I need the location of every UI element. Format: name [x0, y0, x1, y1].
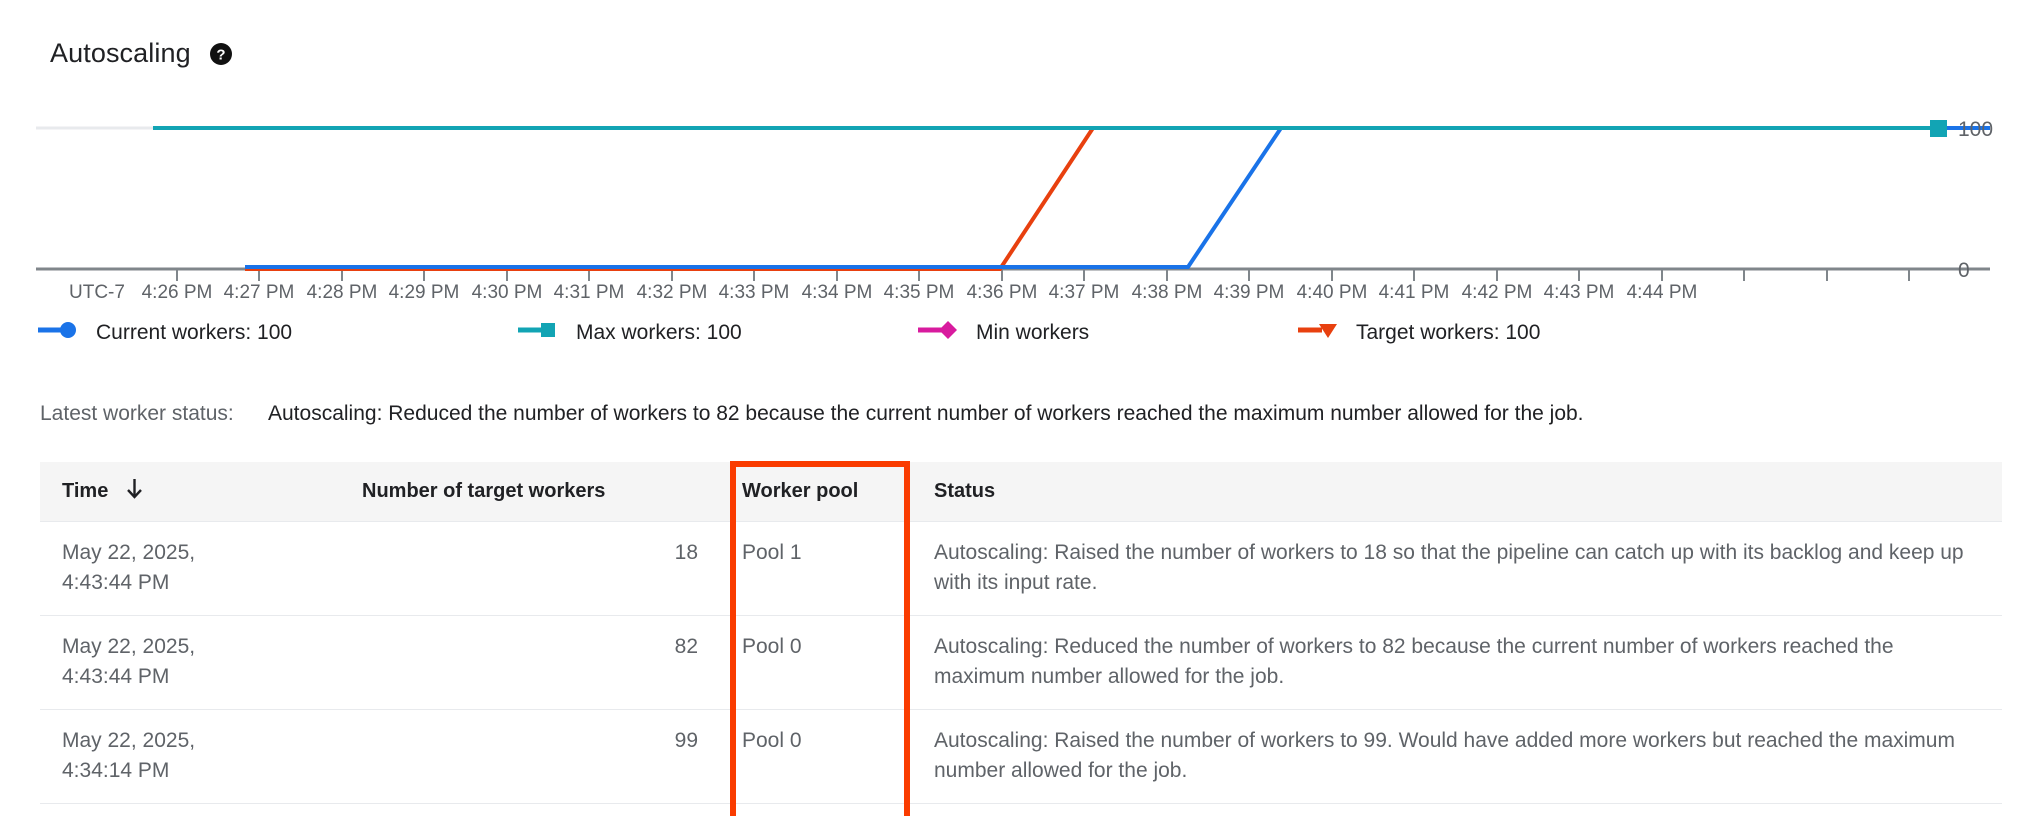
- svg-text:4:28 PM: 4:28 PM: [307, 282, 378, 303]
- y-axis-label-top: 100: [1958, 118, 1993, 141]
- legend-label-max-workers: Max workers: 100: [576, 321, 742, 344]
- table-row[interactable]: May 22, 2025, 4:43:44 PM 18 Pool 1 Autos…: [40, 521, 2002, 616]
- cell-time-date: May 22, 2025,: [62, 634, 196, 658]
- legend-label-current-workers: Current workers: 100: [96, 321, 293, 344]
- legend-item-max-workers[interactable]: Max workers: 100: [516, 320, 916, 346]
- svg-text:4:30 PM: 4:30 PM: [472, 282, 543, 303]
- svg-text:4:42 PM: 4:42 PM: [1462, 282, 1533, 303]
- worker-status-table: Time Number of target workers Worker poo…: [40, 462, 2002, 804]
- svg-text:4:32 PM: 4:32 PM: [637, 282, 708, 303]
- cell-time-date: May 22, 2025,: [62, 728, 196, 752]
- x-axis-tick-labels: UTC-7 4:26 PM 4:27 PM 4:28 PM 4:29 PM 4:…: [69, 282, 1697, 303]
- column-header-status[interactable]: Status: [912, 462, 2002, 522]
- svg-text:4:39 PM: 4:39 PM: [1214, 282, 1285, 303]
- column-header-number-of-target-workers[interactable]: Number of target workers: [340, 462, 720, 522]
- svg-text:4:37 PM: 4:37 PM: [1049, 282, 1120, 303]
- cell-time: May 22, 2025, 4:34:14 PM: [40, 709, 340, 804]
- cell-time-clock: 4:43:44 PM: [62, 571, 170, 595]
- cell-status: Autoscaling: Raised the number of worker…: [912, 709, 2002, 804]
- arrow-down-icon[interactable]: [126, 478, 143, 505]
- svg-text:4:41 PM: 4:41 PM: [1379, 282, 1450, 303]
- cell-time-clock: 4:43:44 PM: [62, 665, 170, 689]
- legend-label-min-workers: Min workers: [976, 321, 1090, 344]
- chart-legend: Current workers: 100 Max workers: 100 Mi…: [36, 316, 1836, 350]
- panel-header: Autoscaling ?: [50, 38, 233, 69]
- column-header-worker-pool[interactable]: Worker pool: [720, 462, 912, 522]
- column-header-time[interactable]: Time: [40, 462, 340, 522]
- cell-target-workers: 18: [340, 521, 720, 616]
- y-axis-label-bottom: 0: [1958, 259, 1970, 282]
- cell-time: May 22, 2025, 4:43:44 PM: [40, 521, 340, 616]
- legend-item-current-workers[interactable]: Current workers: 100: [36, 320, 516, 346]
- legend-item-target-workers[interactable]: Target workers: 100: [1296, 320, 1540, 346]
- legend-marker-triangle-down-icon: [1296, 320, 1342, 346]
- svg-text:4:33 PM: 4:33 PM: [719, 282, 790, 303]
- cell-time: May 22, 2025, 4:43:44 PM: [40, 615, 340, 710]
- legend-item-min-workers[interactable]: Min workers: [916, 320, 1296, 346]
- cell-worker-pool: Pool 1: [720, 521, 912, 616]
- legend-marker-diamond-icon: [916, 320, 962, 346]
- svg-text:4:40 PM: 4:40 PM: [1297, 282, 1368, 303]
- autoscaling-chart[interactable]: 100 0 UTC-7 4:26 PM 4:27 PM 4:28 PM 4:29…: [0, 100, 2040, 310]
- svg-text:UTC-7: UTC-7: [69, 282, 125, 303]
- cell-status: Autoscaling: Reduced the number of worke…: [912, 615, 2002, 710]
- svg-text:4:27 PM: 4:27 PM: [224, 282, 295, 303]
- svg-text:4:36 PM: 4:36 PM: [967, 282, 1038, 303]
- page-title: Autoscaling: [50, 38, 191, 68]
- cell-target-workers: 99: [340, 709, 720, 804]
- x-axis-ticks: [176, 269, 1910, 281]
- cell-target-workers: 82: [340, 615, 720, 710]
- cell-worker-pool: Pool 0: [720, 615, 912, 710]
- svg-text:4:31 PM: 4:31 PM: [554, 282, 625, 303]
- legend-marker-circle-icon: [36, 320, 82, 346]
- help-circle-icon[interactable]: ?: [209, 42, 233, 66]
- svg-text:4:35 PM: 4:35 PM: [884, 282, 955, 303]
- column-header-time-label: Time: [62, 480, 109, 502]
- cell-status: Autoscaling: Raised the number of worker…: [912, 521, 2002, 616]
- cell-time-date: May 22, 2025,: [62, 541, 196, 564]
- table-header-row: Time Number of target workers Worker poo…: [40, 462, 2002, 522]
- svg-text:4:38 PM: 4:38 PM: [1132, 282, 1203, 303]
- max-workers-endpoint-marker: [1930, 120, 1947, 137]
- svg-text:4:29 PM: 4:29 PM: [389, 282, 460, 303]
- legend-label-target-workers: Target workers: 100: [1356, 321, 1541, 344]
- svg-text:4:26 PM: 4:26 PM: [142, 282, 213, 303]
- table-row[interactable]: May 22, 2025, 4:34:14 PM 99 Pool 0 Autos…: [40, 709, 2002, 804]
- latest-worker-status-label: Latest worker status:: [40, 402, 234, 425]
- svg-text:4:44 PM: 4:44 PM: [1627, 282, 1698, 303]
- latest-worker-status: Latest worker status: Autoscaling: Reduc…: [40, 402, 1584, 426]
- table-row[interactable]: May 22, 2025, 4:43:44 PM 82 Pool 0 Autos…: [40, 615, 2002, 710]
- legend-marker-square-icon: [516, 320, 562, 346]
- cell-worker-pool: Pool 0: [720, 709, 912, 804]
- cell-time-clock: 4:34:14 PM: [62, 759, 170, 783]
- latest-worker-status-value: Autoscaling: Reduced the number of worke…: [268, 402, 1584, 425]
- series-line-target-workers: [245, 126, 1990, 271]
- svg-text:4:34 PM: 4:34 PM: [802, 282, 873, 303]
- svg-text:?: ?: [216, 46, 225, 63]
- series-line-current-workers: [245, 126, 1990, 269]
- svg-text:4:43 PM: 4:43 PM: [1544, 282, 1615, 303]
